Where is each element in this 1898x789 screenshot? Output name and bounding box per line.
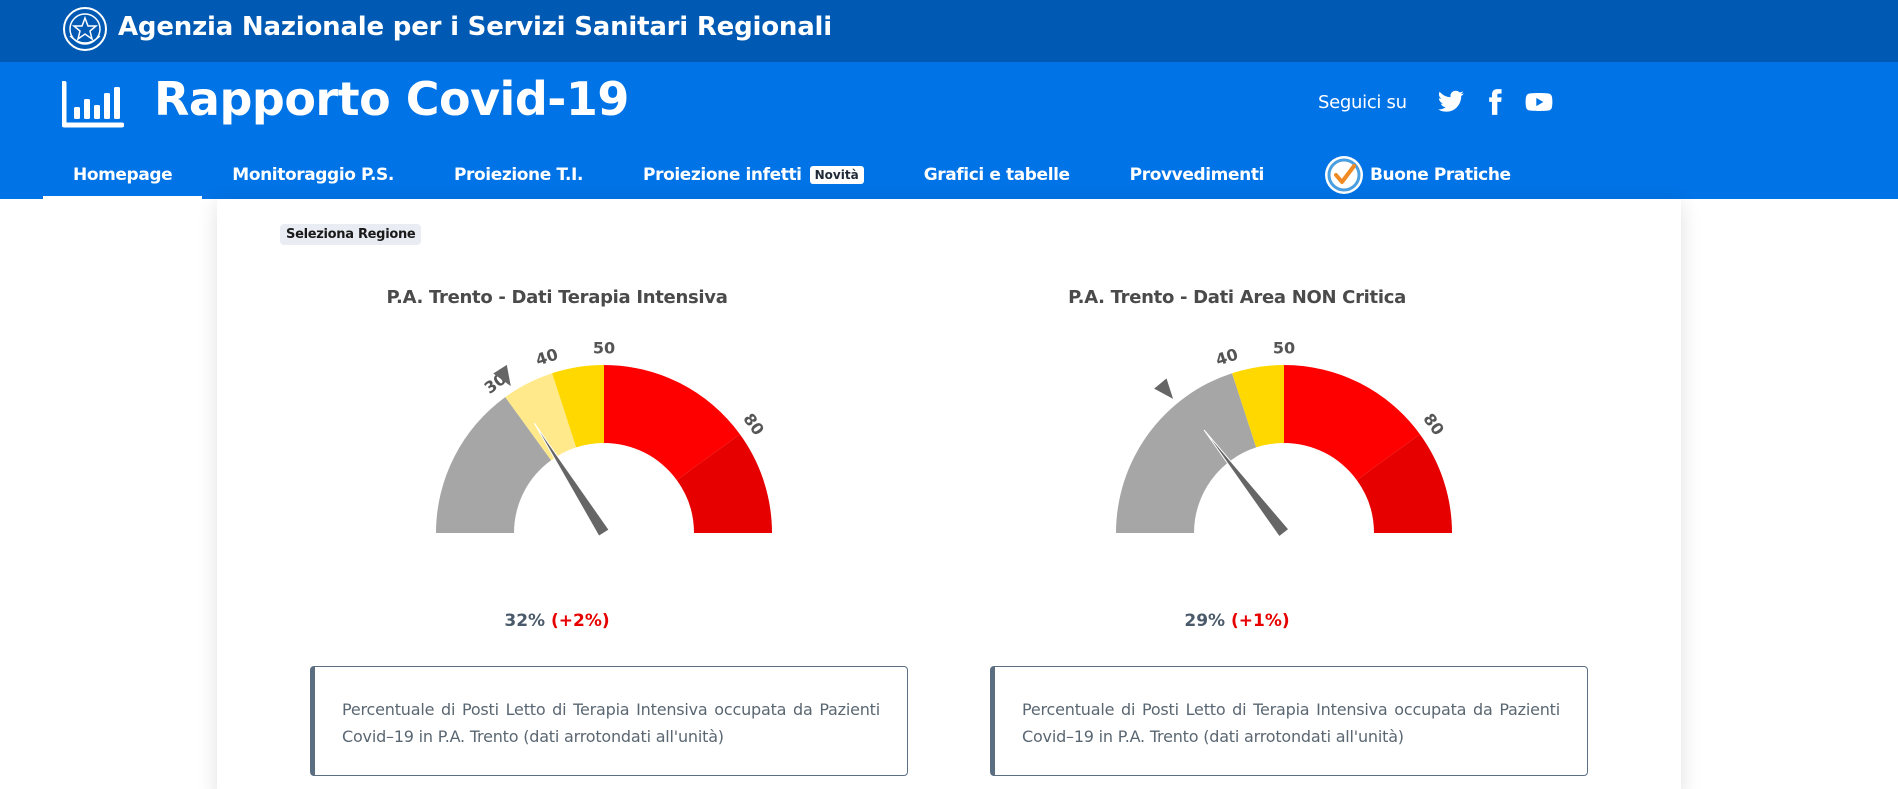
gauge-tick-label: 50 xyxy=(593,339,615,358)
select-region-button[interactable]: Seleziona Regione xyxy=(280,224,422,245)
nav-label: Proiezione T.I. xyxy=(453,164,584,185)
gauge-band-2 xyxy=(552,365,604,448)
youtube-icon[interactable] xyxy=(1525,88,1553,116)
nav-label: Monitoraggio P.S. xyxy=(232,164,394,185)
nav-buone-pratiche[interactable]: Buone Pratiche xyxy=(1294,150,1541,199)
content-card: Seleziona Regione P.A. Trento - Dati Ter… xyxy=(217,199,1681,789)
value-delta: (+1%) xyxy=(1230,611,1290,631)
gauge-marker xyxy=(493,364,511,387)
chart-title: P.A. Trento - Dati Area NON Critica xyxy=(1068,287,1406,308)
gauge-needle xyxy=(1203,429,1290,538)
nav-label: Provvedimenti xyxy=(1129,164,1265,185)
brand-title[interactable]: Rapporto Covid-19 xyxy=(154,72,629,126)
value-percent: 32% xyxy=(504,611,546,631)
nav-homepage[interactable]: Homepage xyxy=(43,150,203,199)
nav-label: Buone Pratiche xyxy=(1369,164,1511,185)
gauge-band-3 xyxy=(1356,434,1452,533)
gauge-tick-label: 80 xyxy=(739,410,767,439)
twitter-icon[interactable] xyxy=(1437,88,1465,116)
gauge-band-1 xyxy=(505,373,577,461)
gauge-band-1 xyxy=(1232,365,1284,448)
facebook-icon[interactable] xyxy=(1481,88,1509,116)
value-percent: 29% xyxy=(1184,611,1226,631)
nav-proiezione-infetti[interactable]: Proiezione infetti Novità xyxy=(613,150,894,199)
gauge-tick-label: 40 xyxy=(533,345,560,370)
new-badge: Novità xyxy=(809,165,864,184)
gauge-band-4 xyxy=(676,434,772,533)
org-name[interactable]: Agenzia Nazionale per i Servizi Sanitari… xyxy=(118,12,832,42)
gauge-panel-terapia-intensiva: P.A. Trento - Dati Terapia Intensiva 30 4… xyxy=(217,199,908,789)
gauge-tick-label: 50 xyxy=(1273,339,1295,358)
checkmark-badge-icon xyxy=(1324,155,1363,194)
bar-chart-icon xyxy=(62,81,124,128)
gauge-panel-area-non-critica: P.A. Trento - Dati Area NON Critica 40 50… xyxy=(897,199,1588,789)
nav-proiezione-ti[interactable]: Proiezione T.I. xyxy=(424,150,613,199)
nav-provvedimenti[interactable]: Provvedimenti xyxy=(1100,150,1294,199)
gauge-band-0 xyxy=(1116,373,1257,533)
gauge-band-3 xyxy=(604,365,740,481)
top-bar: Agenzia Nazionale per i Servizi Sanitari… xyxy=(0,0,1898,62)
gauge-tick-label: 80 xyxy=(1419,410,1447,439)
gauge-value: 29% (+1%) xyxy=(897,611,1577,631)
follow-label: Seguici su xyxy=(1318,91,1407,113)
social-links: Seguici su xyxy=(1318,88,1553,116)
italian-republic-emblem-icon[interactable] xyxy=(62,6,108,52)
gauge-chart: 40 50 80 xyxy=(1116,339,1452,538)
main-nav: Homepage Monitoraggio P.S. Proiezione T.… xyxy=(43,150,1541,199)
gauge-band-2 xyxy=(1284,365,1420,481)
nav-label: Grafici e tabelle xyxy=(923,164,1070,185)
header: Rapporto Covid-19 Seguici su Homepage Mo… xyxy=(0,62,1898,199)
gauge-tick-label: 40 xyxy=(1213,345,1240,370)
chart-title: P.A. Trento - Dati Terapia Intensiva xyxy=(386,287,728,308)
nav-label: Homepage xyxy=(73,164,173,185)
gauge-description: Percentuale di Posti Letto di Terapia In… xyxy=(310,666,908,776)
gauge-value: 32% (+2%) xyxy=(217,611,897,631)
nav-grafici-tabelle[interactable]: Grafici e tabelle xyxy=(894,150,1100,199)
nav-label: Proiezione infetti xyxy=(643,164,802,185)
value-delta: (+2%) xyxy=(550,611,610,631)
nav-monitoraggio-ps[interactable]: Monitoraggio P.S. xyxy=(202,150,424,199)
gauge-band-0 xyxy=(436,397,552,533)
gauge-needle xyxy=(533,422,610,537)
gauge-description: Percentuale di Posti Letto di Terapia In… xyxy=(990,666,1588,776)
gauge-marker xyxy=(1154,378,1174,399)
